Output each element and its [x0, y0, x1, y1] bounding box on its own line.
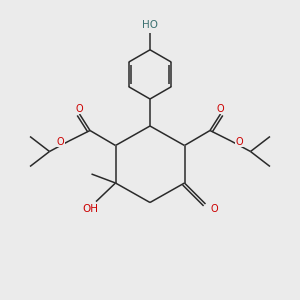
Text: O: O: [57, 136, 64, 147]
Text: HO: HO: [142, 20, 158, 30]
Text: O: O: [76, 103, 83, 114]
Text: O: O: [211, 203, 218, 214]
Text: OH: OH: [82, 204, 98, 214]
Text: O: O: [217, 103, 224, 114]
Text: O: O: [236, 136, 243, 147]
